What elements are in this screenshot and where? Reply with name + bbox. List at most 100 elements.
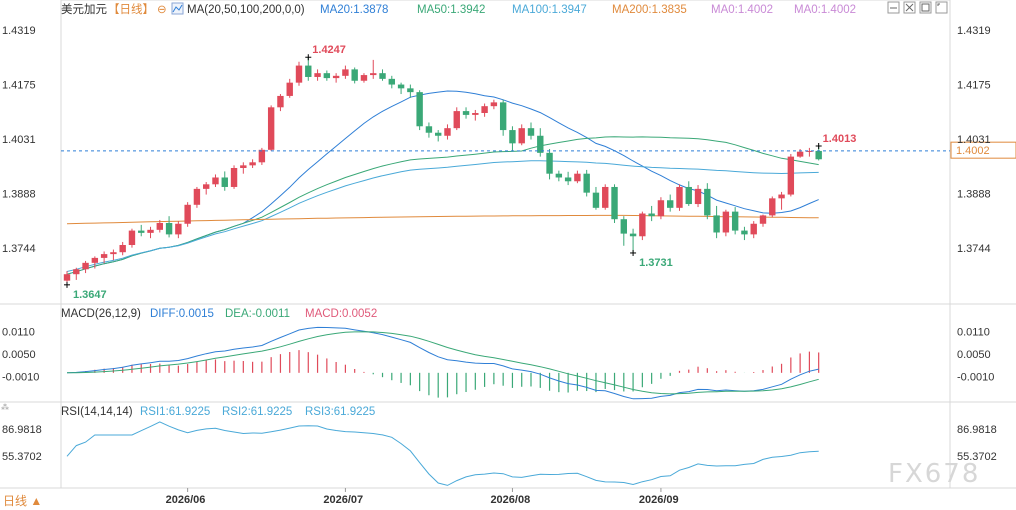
candle-body xyxy=(342,69,349,76)
candle-body xyxy=(722,211,730,233)
candle-body xyxy=(583,173,590,193)
candle-body xyxy=(620,219,627,234)
x-axis-label: 2026/08 xyxy=(490,494,530,506)
ma100-line xyxy=(66,160,819,272)
candle-body xyxy=(295,65,303,83)
candle-body xyxy=(267,107,275,150)
period-button[interactable] xyxy=(0,490,50,509)
candle-body xyxy=(323,73,331,79)
candle-body xyxy=(416,92,423,127)
rsi-tick-left: 86.9818 xyxy=(2,424,42,436)
candle-body xyxy=(518,128,525,144)
candle-body xyxy=(499,102,507,131)
candle-body xyxy=(481,106,488,113)
macd-tick-left: -0.0010 xyxy=(2,372,39,384)
candle-body xyxy=(527,128,535,136)
rsi-tick-right: 86.9818 xyxy=(957,424,997,436)
x-axis-label: 2026/07 xyxy=(323,494,363,506)
candle-body xyxy=(221,177,228,187)
candle-body xyxy=(82,262,89,270)
candle-body xyxy=(741,230,748,235)
candle-body xyxy=(657,200,665,217)
candle-body xyxy=(407,88,414,93)
candle-body xyxy=(704,188,711,216)
candle-body xyxy=(750,223,757,235)
candle-body xyxy=(713,215,720,233)
ma0-value-2: MA0:1.4002 xyxy=(794,4,856,16)
price-annotation: 1.4013 xyxy=(823,133,857,145)
candle-body xyxy=(546,152,553,174)
price-tick-left: 1.4175 xyxy=(2,80,36,92)
ma100-value: MA100:1.3947 xyxy=(512,4,587,16)
candle-body xyxy=(397,84,405,89)
candle-body xyxy=(203,184,210,189)
ma200-value: MA200:1.3835 xyxy=(612,4,687,16)
macd-tick-right: 0.0050 xyxy=(957,349,991,361)
candle-body xyxy=(370,73,377,76)
candle-body xyxy=(351,69,358,81)
candle-body xyxy=(444,128,451,136)
window-tools xyxy=(887,1,948,14)
macd-params: MACD(26,12,9) xyxy=(61,308,141,320)
macd-dea-value: DEA:-0.0011 xyxy=(225,308,290,320)
candle-body xyxy=(453,111,460,129)
rsi2-value: RSI2:61.9225 xyxy=(222,406,292,418)
ma50-line xyxy=(66,136,819,275)
candle-body xyxy=(490,102,498,107)
candle-body xyxy=(230,168,238,187)
candle-body xyxy=(462,111,470,115)
candle-body xyxy=(555,173,563,178)
candle-body xyxy=(360,75,368,81)
macd-tick-left: 0.0050 xyxy=(2,349,36,361)
current-price-label: 1.4002 xyxy=(956,145,990,157)
price-tick-left: 1.3888 xyxy=(2,188,36,200)
candle-body xyxy=(769,198,776,216)
candle-body xyxy=(778,194,785,199)
watermark: FX678 xyxy=(888,459,980,489)
candle-body xyxy=(425,126,433,133)
price-tick-right: 1.4319 xyxy=(957,25,991,37)
candle-body xyxy=(212,177,219,185)
candle-body xyxy=(629,233,637,237)
candle-body xyxy=(574,173,581,182)
candle-body xyxy=(332,75,340,79)
candle-body xyxy=(472,113,479,115)
rsi3-value: RSI3:61.9225 xyxy=(305,406,375,418)
price-tick-right: 1.4175 xyxy=(957,80,991,92)
ma-chart-icon-line xyxy=(172,4,183,13)
candle-body xyxy=(63,274,71,281)
candle-body xyxy=(379,73,386,79)
candle-body xyxy=(165,223,173,235)
candle-body xyxy=(639,213,646,237)
candle-body xyxy=(286,82,293,96)
candle-body xyxy=(806,150,813,152)
settings-icon[interactable]: ⊖ xyxy=(157,4,167,16)
candle-body xyxy=(648,213,655,217)
price-annotation: 1.3731 xyxy=(639,257,673,269)
x-axis-label: 2026/09 xyxy=(639,494,679,506)
rsi-tick-right: 55.3702 xyxy=(957,451,997,463)
macd-diff-value: DIFF:0.0015 xyxy=(150,308,214,320)
ma20-value: MA20:1.3878 xyxy=(320,4,388,16)
candle-body xyxy=(314,73,321,77)
maximize-icon xyxy=(921,3,930,12)
macd-tick-left: 0.0110 xyxy=(2,326,35,338)
maximize-button[interactable] xyxy=(919,1,932,14)
candle-body xyxy=(796,151,804,157)
ma200-line xyxy=(66,214,819,225)
current-price-tag xyxy=(950,141,1016,159)
candle-body xyxy=(759,215,767,224)
expand-button[interactable] xyxy=(935,1,948,14)
candle-body xyxy=(184,204,191,224)
price-tick-right: 1.3744 xyxy=(957,243,991,255)
candle-body xyxy=(388,78,395,85)
macd-diff-line xyxy=(66,326,819,400)
candle-body xyxy=(305,65,312,77)
candle-body xyxy=(611,186,618,220)
candle-body xyxy=(91,257,99,263)
ma-params: MA(20,50,100,200,0,0) xyxy=(187,4,305,16)
candle-body xyxy=(676,186,683,208)
candle-body xyxy=(147,229,154,233)
period-button-label: 日线 ▲ xyxy=(3,494,42,508)
